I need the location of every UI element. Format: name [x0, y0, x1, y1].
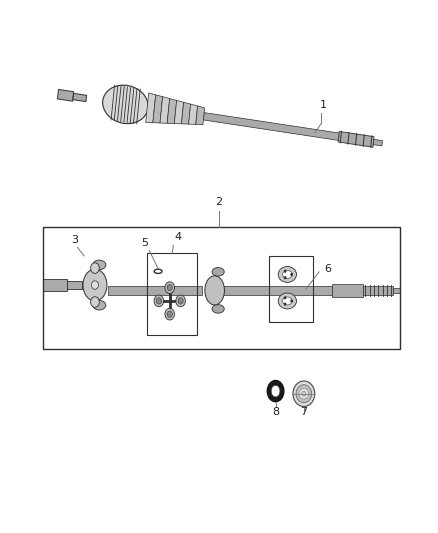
- Ellipse shape: [93, 260, 106, 270]
- Polygon shape: [57, 90, 74, 101]
- Polygon shape: [167, 99, 177, 124]
- Polygon shape: [146, 93, 155, 123]
- Ellipse shape: [302, 391, 306, 396]
- Ellipse shape: [278, 266, 297, 282]
- Bar: [43, 227, 399, 349]
- Text: 2: 2: [215, 197, 223, 207]
- Polygon shape: [73, 93, 87, 102]
- Circle shape: [156, 298, 162, 304]
- Polygon shape: [196, 106, 205, 125]
- Ellipse shape: [102, 85, 148, 124]
- Bar: [67, 281, 82, 289]
- Ellipse shape: [212, 268, 224, 276]
- Polygon shape: [203, 112, 341, 141]
- Polygon shape: [174, 100, 184, 124]
- Text: 4: 4: [174, 231, 181, 241]
- Polygon shape: [338, 132, 374, 147]
- Ellipse shape: [278, 293, 297, 309]
- Text: 1: 1: [320, 100, 327, 110]
- Circle shape: [284, 276, 286, 279]
- Circle shape: [178, 298, 183, 304]
- Ellipse shape: [299, 389, 309, 399]
- Circle shape: [284, 270, 286, 273]
- Ellipse shape: [296, 385, 312, 403]
- Bar: [332, 284, 363, 297]
- Polygon shape: [181, 102, 191, 124]
- Text: 5: 5: [141, 238, 148, 248]
- Bar: [147, 253, 197, 335]
- Circle shape: [284, 296, 286, 300]
- Bar: [363, 286, 393, 295]
- Text: 6: 6: [324, 264, 331, 274]
- Text: 3: 3: [71, 235, 78, 245]
- Ellipse shape: [93, 301, 106, 310]
- Polygon shape: [189, 104, 198, 124]
- Bar: [223, 286, 332, 295]
- Ellipse shape: [83, 269, 107, 301]
- Circle shape: [290, 300, 293, 303]
- Circle shape: [165, 308, 174, 320]
- Polygon shape: [153, 95, 162, 123]
- Circle shape: [154, 295, 164, 307]
- Ellipse shape: [283, 297, 292, 305]
- Ellipse shape: [205, 276, 224, 305]
- Circle shape: [167, 285, 172, 291]
- Circle shape: [290, 273, 293, 276]
- Ellipse shape: [267, 381, 284, 402]
- Text: 8: 8: [272, 407, 279, 417]
- Polygon shape: [373, 139, 382, 146]
- Circle shape: [91, 297, 99, 308]
- Circle shape: [165, 282, 174, 294]
- Ellipse shape: [212, 305, 224, 313]
- Ellipse shape: [271, 385, 280, 397]
- Bar: [269, 256, 313, 322]
- Bar: [43, 279, 67, 292]
- Bar: [393, 288, 399, 293]
- Ellipse shape: [293, 381, 315, 407]
- Bar: [108, 286, 201, 295]
- Circle shape: [176, 295, 185, 307]
- Ellipse shape: [283, 270, 292, 278]
- Text: 7: 7: [300, 407, 307, 417]
- Circle shape: [167, 311, 172, 317]
- Circle shape: [284, 303, 286, 306]
- Polygon shape: [160, 96, 170, 123]
- Circle shape: [91, 263, 99, 273]
- Circle shape: [92, 281, 99, 289]
